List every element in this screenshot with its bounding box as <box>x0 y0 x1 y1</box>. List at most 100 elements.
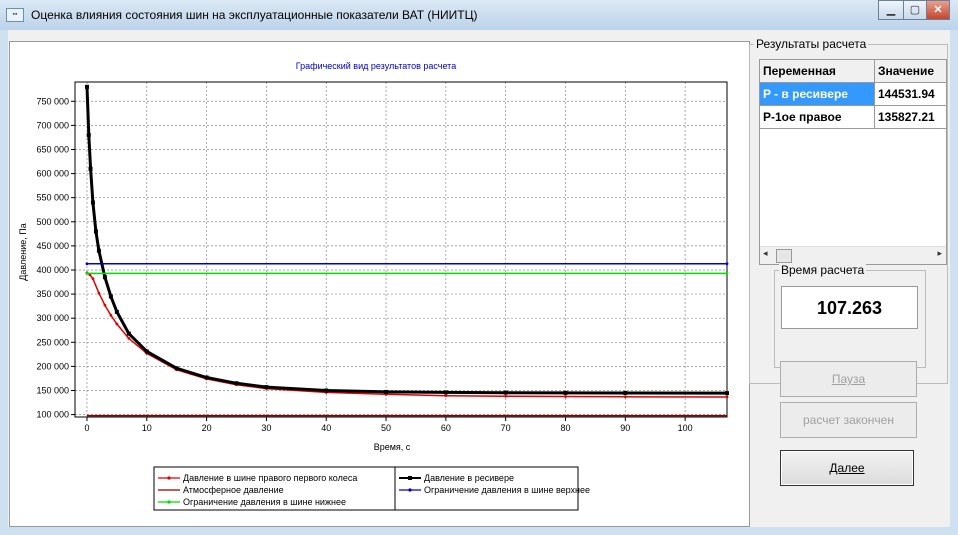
series-line <box>85 86 728 395</box>
status-button-label: расчет закончен <box>803 413 894 427</box>
x-tick-label: 0 <box>84 423 89 433</box>
table-row[interactable]: P-1ое правое 135827.21 <box>760 106 946 129</box>
series-point <box>102 275 107 280</box>
series-point <box>127 337 131 340</box>
legend-marker <box>408 476 412 480</box>
x-tick-label: 60 <box>441 423 451 433</box>
y-tick-label: 300 000 <box>36 313 69 323</box>
y-tick-label: 400 000 <box>36 265 69 275</box>
series-point <box>126 331 131 336</box>
series-point <box>174 366 179 371</box>
series-point <box>88 166 93 171</box>
x-tick-label: 80 <box>560 423 570 433</box>
cell-variable[interactable]: P - в ресивере <box>760 83 875 106</box>
series-point <box>114 309 119 314</box>
y-tick-label: 750 000 <box>36 96 69 106</box>
series-point <box>85 262 89 266</box>
y-axis-label: Давление, Па <box>18 223 28 280</box>
chart-title: Графический вид результатов расчета <box>296 61 456 71</box>
y-tick-label: 200 000 <box>36 361 69 371</box>
plot-area <box>74 81 728 418</box>
series-point <box>564 395 567 398</box>
series-point <box>444 394 448 398</box>
maximize-button[interactable]: ▢ <box>903 0 927 20</box>
series-point <box>324 388 329 393</box>
x-tick-label: 20 <box>202 423 212 433</box>
main-client-area: Графический вид результатов расчета 0 10 2… <box>8 30 950 527</box>
cell-variable[interactable]: P-1ое правое <box>760 106 875 129</box>
table-row[interactable]: P - в ресивере 144531.94 <box>760 83 946 106</box>
series-point <box>108 294 113 299</box>
legend-label: Атмосферное давление <box>183 485 284 495</box>
legend-marker <box>408 488 412 492</box>
series-point <box>725 395 729 399</box>
series-point <box>623 395 627 399</box>
horizontal-scrollbar[interactable]: ◂ ▸ <box>760 246 946 264</box>
results-grid[interactable]: Переменная Значение P - в ресивере 14453… <box>759 59 947 265</box>
series-point <box>563 390 568 395</box>
y-tick-label: 450 000 <box>36 241 69 251</box>
close-button[interactable]: ✕ <box>926 0 950 20</box>
series-point <box>144 349 149 354</box>
y-tick-label: 100 000 <box>36 410 69 420</box>
window-title: Оценка влияния состояния шин на эксплуат… <box>31 8 478 22</box>
series-point <box>623 390 628 395</box>
column-header-variable[interactable]: Переменная <box>760 60 875 83</box>
title-bar: ▪▪ Оценка влияния состояния шин на экспл… <box>0 0 958 30</box>
scroll-left-icon[interactable]: ◂ <box>763 248 768 258</box>
x-tick-label: 40 <box>321 423 331 433</box>
x-tick-label: 30 <box>261 423 271 433</box>
results-group: Результаты расчета Переменная Значение P… <box>749 37 948 384</box>
pressure-chart: Графический вид результатов расчета 0 10 2… <box>18 61 729 511</box>
chart-panel: Графический вид результатов расчета 0 10 2… <box>9 41 750 527</box>
series-point <box>96 248 101 253</box>
legend-label: Давление в шине правого первого колеса <box>183 473 357 483</box>
series-point <box>85 271 89 275</box>
y-tick-label: 500 000 <box>36 217 69 227</box>
results-caption: Результаты расчета <box>754 37 869 51</box>
next-button-label: Далее <box>829 461 865 475</box>
series-point <box>97 291 101 295</box>
x-tick-label: 70 <box>501 423 511 433</box>
y-tick-label: 600 000 <box>36 169 69 179</box>
x-tick-label: 90 <box>620 423 630 433</box>
legend-label: Ограничение давления в шине верхнее <box>424 485 590 495</box>
series-point <box>115 322 119 326</box>
series-point <box>725 262 729 266</box>
x-axis-label: Время, с <box>374 442 411 452</box>
y-tick-label: 250 000 <box>36 337 69 347</box>
cell-value[interactable]: 144531.94 <box>875 83 946 106</box>
x-tick-label: 50 <box>381 423 391 433</box>
next-button[interactable]: Далее <box>780 450 914 486</box>
series-point <box>264 385 269 390</box>
x-tick-label: 100 <box>678 423 693 433</box>
y-tick-label: 650 000 <box>36 144 69 154</box>
cell-value[interactable]: 135827.21 <box>875 106 946 129</box>
series-point <box>503 390 508 395</box>
series-point <box>91 277 95 281</box>
series-point <box>86 133 91 138</box>
time-caption: Время расчета <box>779 263 867 277</box>
column-header-value[interactable]: Значение <box>875 60 946 83</box>
calc-time-value: 107.263 <box>781 286 918 329</box>
scroll-right-icon[interactable]: ▸ <box>937 248 942 258</box>
series-point <box>725 271 729 275</box>
y-tick-label: 150 000 <box>36 385 69 395</box>
y-tick-label: 550 000 <box>36 193 69 203</box>
app-icon: ▪▪ <box>6 8 24 22</box>
series-point <box>109 313 113 317</box>
scroll-thumb[interactable] <box>776 249 792 263</box>
series-point <box>504 394 508 398</box>
series-point <box>90 200 95 205</box>
legend-marker <box>167 500 171 504</box>
pause-button[interactable]: Пауза <box>780 361 917 397</box>
status-button[interactable]: расчет закончен <box>780 402 917 438</box>
legend-label: Ограничение давления в шине нижнее <box>183 497 346 507</box>
series-point <box>93 229 98 234</box>
series-point <box>234 381 239 386</box>
minimize-button[interactable]: ▁ <box>878 0 904 20</box>
series-point <box>84 84 89 89</box>
grid-header-row: Переменная Значение <box>760 60 946 83</box>
y-tick-label: 700 000 <box>36 120 69 130</box>
series-point <box>443 390 448 395</box>
